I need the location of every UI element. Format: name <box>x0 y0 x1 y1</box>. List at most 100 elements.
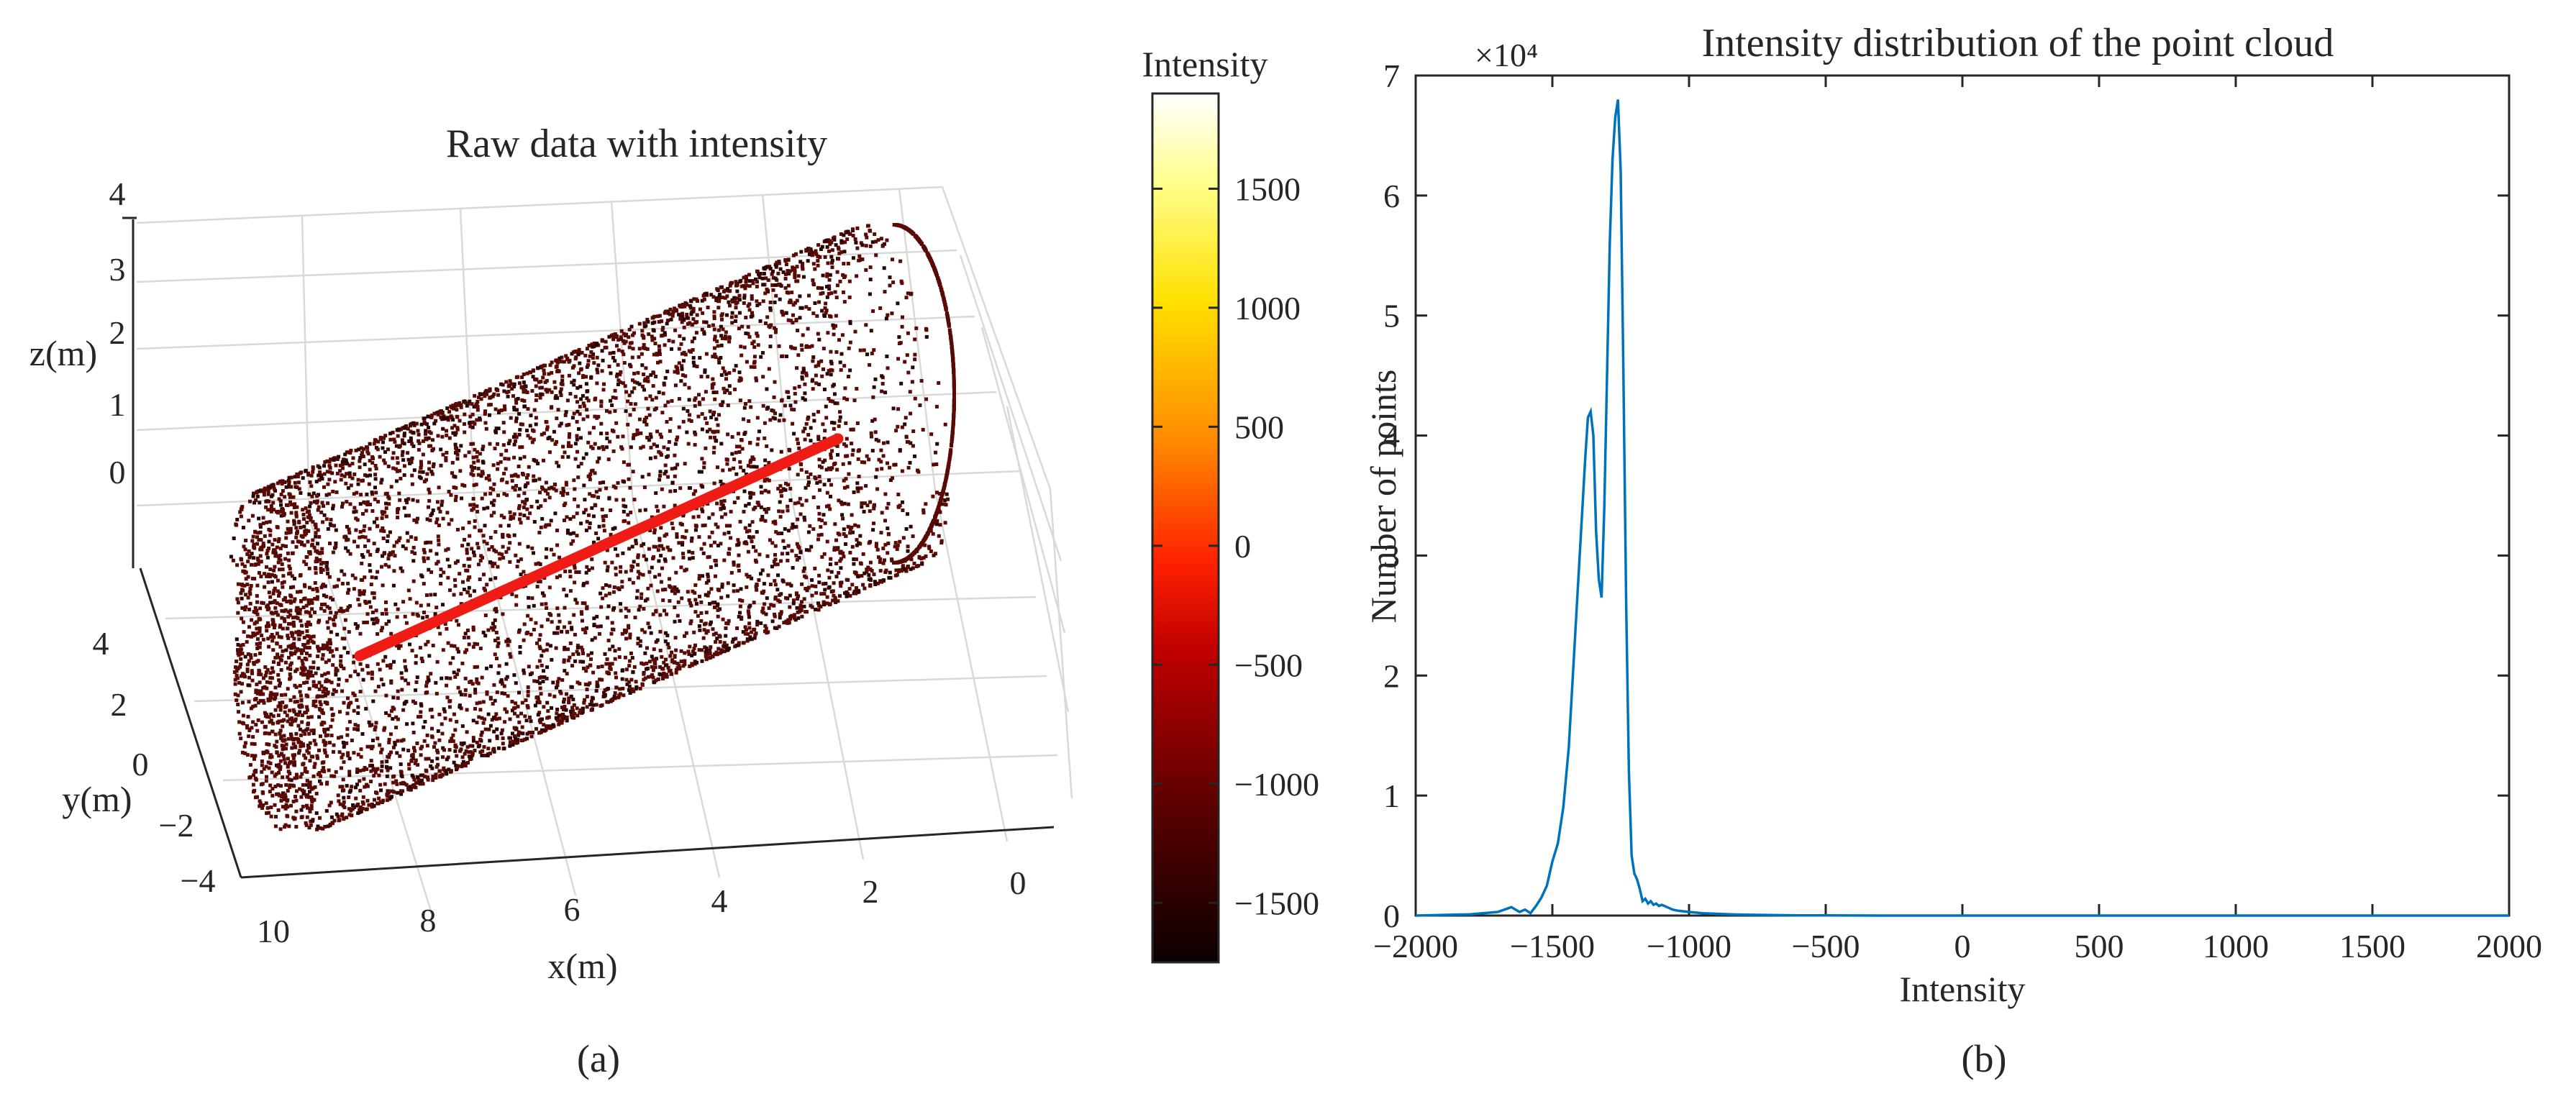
point <box>412 468 417 473</box>
point <box>711 429 715 434</box>
point <box>652 337 657 341</box>
point <box>308 504 312 508</box>
point <box>817 337 822 342</box>
grid-outline-back <box>136 186 1073 799</box>
point <box>463 688 468 692</box>
point <box>842 478 846 483</box>
point <box>352 506 357 510</box>
point <box>842 290 845 294</box>
point <box>886 313 890 317</box>
point <box>358 603 362 607</box>
point <box>485 542 489 546</box>
point <box>906 512 909 516</box>
point <box>566 647 570 652</box>
point <box>363 785 367 789</box>
point <box>651 557 655 561</box>
point <box>745 277 748 281</box>
point <box>670 314 675 318</box>
point <box>379 480 383 485</box>
point <box>547 585 552 590</box>
point <box>433 593 437 597</box>
point <box>640 475 645 479</box>
point <box>348 674 352 678</box>
point <box>381 512 385 516</box>
point <box>519 711 523 716</box>
point <box>473 665 477 669</box>
point <box>614 675 618 680</box>
point <box>795 542 799 546</box>
point <box>526 690 530 694</box>
point <box>727 552 731 556</box>
point <box>783 286 788 290</box>
point <box>707 590 711 595</box>
point <box>619 608 623 613</box>
point <box>483 727 488 731</box>
point <box>526 516 530 520</box>
point <box>660 566 664 570</box>
point <box>311 731 316 736</box>
point <box>727 384 732 388</box>
point <box>463 693 468 697</box>
point <box>615 553 619 557</box>
point <box>539 380 543 384</box>
point <box>834 562 839 565</box>
point <box>720 296 724 300</box>
point <box>425 614 429 619</box>
point <box>562 660 566 664</box>
point <box>918 403 922 407</box>
point <box>516 737 520 742</box>
point <box>463 412 467 416</box>
point <box>560 716 565 721</box>
point <box>683 535 687 539</box>
point <box>766 573 770 578</box>
point <box>356 478 360 482</box>
point <box>252 491 255 496</box>
point <box>427 567 431 572</box>
point <box>595 355 599 360</box>
point <box>508 717 512 721</box>
point <box>637 417 642 421</box>
point <box>879 460 883 464</box>
point <box>821 460 825 464</box>
point <box>424 478 428 482</box>
point <box>538 686 542 690</box>
point <box>701 293 706 298</box>
point <box>789 319 793 323</box>
point <box>840 513 845 517</box>
point <box>279 503 283 507</box>
point <box>333 456 337 460</box>
point <box>342 626 347 631</box>
point <box>691 355 696 360</box>
point <box>719 596 724 600</box>
point <box>363 535 368 539</box>
point <box>588 431 592 435</box>
point <box>561 444 565 449</box>
point <box>724 457 729 462</box>
point <box>569 542 573 546</box>
point <box>691 515 696 519</box>
point <box>585 365 589 369</box>
point <box>759 505 763 509</box>
point <box>801 275 806 279</box>
point <box>550 438 555 442</box>
point <box>829 314 833 319</box>
point <box>422 739 427 743</box>
point <box>371 456 375 460</box>
point <box>842 364 847 368</box>
point <box>320 501 324 505</box>
point <box>906 440 911 444</box>
point <box>420 575 424 579</box>
point <box>768 334 773 339</box>
point <box>719 314 724 318</box>
point <box>786 618 791 622</box>
point <box>586 653 591 657</box>
point <box>560 355 564 360</box>
point <box>582 582 586 586</box>
point <box>402 464 406 468</box>
point <box>492 729 496 734</box>
point <box>810 593 814 598</box>
point <box>540 432 544 437</box>
point <box>888 570 892 575</box>
point <box>845 485 850 489</box>
point <box>437 738 442 742</box>
